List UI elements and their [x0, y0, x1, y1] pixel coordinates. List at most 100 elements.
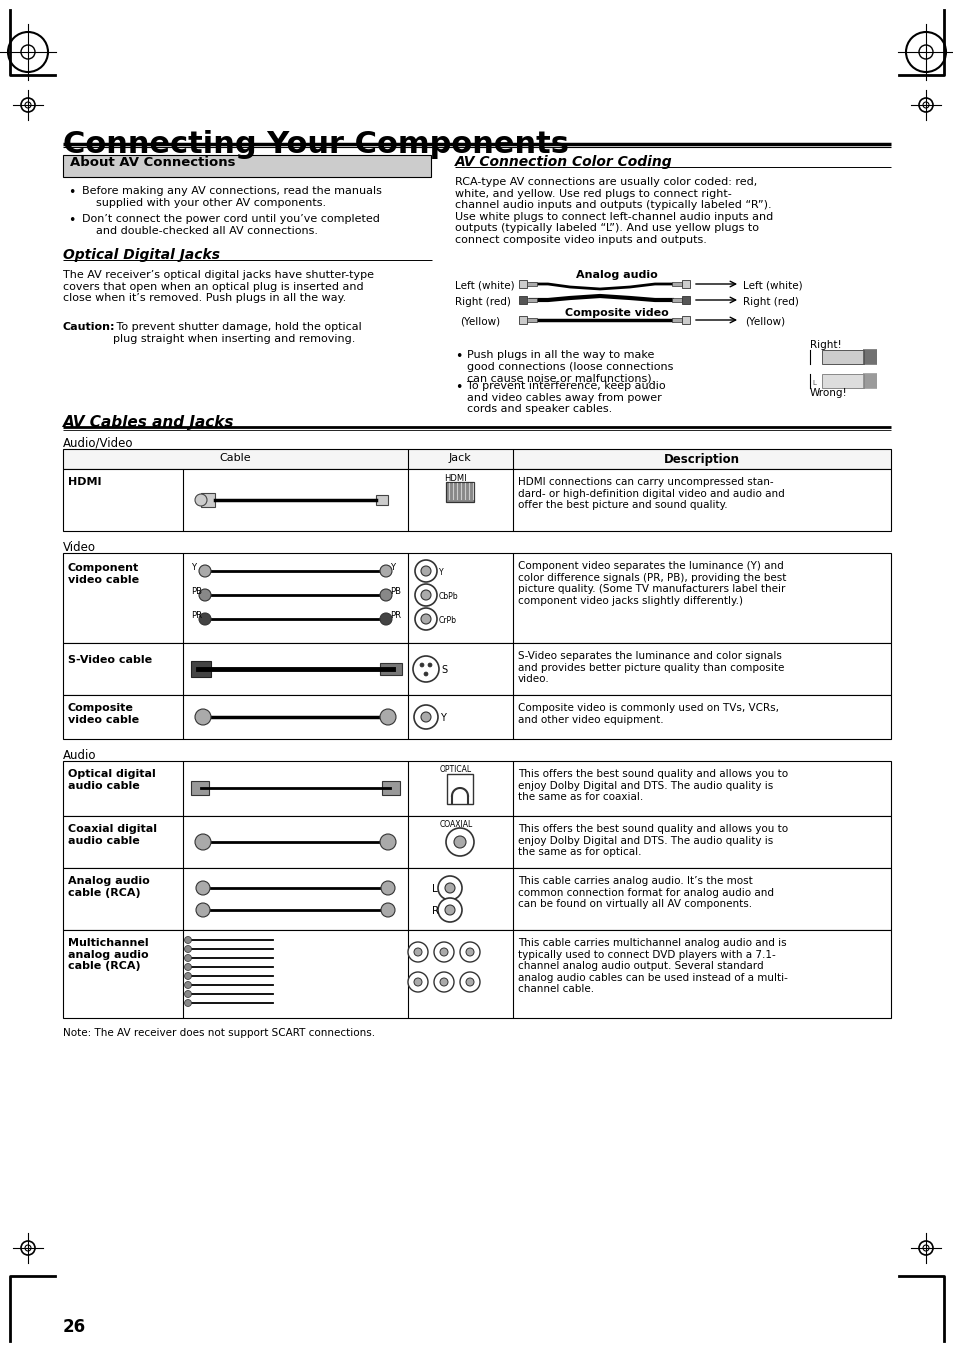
Text: Component video separates the luminance (Y) and
color difference signals (PR, PB: Component video separates the luminance … — [517, 561, 785, 605]
Text: Wrong!: Wrong! — [809, 388, 847, 399]
Text: L: L — [432, 884, 437, 894]
Circle shape — [415, 608, 436, 630]
Bar — [671, 282, 681, 286]
Circle shape — [380, 881, 395, 894]
Bar — [681, 280, 689, 288]
Text: AV Cables and Jacks: AV Cables and Jacks — [63, 415, 234, 430]
Text: AV Connection Color Coding: AV Connection Color Coding — [455, 155, 672, 169]
Circle shape — [414, 705, 437, 730]
Circle shape — [420, 712, 431, 721]
Bar — [191, 661, 211, 677]
Circle shape — [184, 990, 192, 997]
Bar — [518, 316, 526, 324]
Circle shape — [379, 589, 392, 601]
Circle shape — [184, 963, 192, 970]
Circle shape — [420, 566, 431, 576]
Text: To prevent interference, keep audio
and video cables away from power
cords and s: To prevent interference, keep audio and … — [467, 381, 665, 415]
Text: PB: PB — [390, 586, 400, 596]
Text: This cable carries multichannel analog audio and is
typically used to connect DV: This cable carries multichannel analog a… — [517, 938, 787, 994]
Bar — [671, 299, 681, 303]
Circle shape — [413, 657, 438, 682]
Text: (Yellow): (Yellow) — [459, 317, 499, 327]
Text: •: • — [68, 213, 75, 227]
Text: Don’t connect the power cord until you’ve completed
    and double-checked all A: Don’t connect the power cord until you’v… — [82, 213, 379, 235]
Text: (Yellow): (Yellow) — [744, 317, 784, 327]
Text: Right (red): Right (red) — [455, 297, 511, 307]
Circle shape — [420, 613, 431, 624]
Circle shape — [380, 902, 395, 917]
Bar — [63, 643, 890, 694]
Text: Composite video: Composite video — [564, 308, 668, 317]
Circle shape — [465, 948, 474, 957]
Bar — [63, 761, 890, 816]
Bar — [681, 296, 689, 304]
Bar — [447, 774, 473, 804]
Bar — [526, 317, 537, 322]
Text: •: • — [455, 350, 462, 363]
Text: Before making any AV connections, read the manuals
    supplied with your other : Before making any AV connections, read t… — [82, 186, 381, 208]
Circle shape — [379, 834, 395, 850]
Circle shape — [439, 948, 448, 957]
Circle shape — [444, 884, 455, 893]
Text: HDMI connections can carry uncompressed stan-
dard- or high-definition digital v: HDMI connections can carry uncompressed … — [517, 477, 784, 511]
Text: HDMI: HDMI — [443, 474, 466, 484]
Bar — [671, 317, 681, 322]
Circle shape — [184, 946, 192, 952]
Text: CrPb: CrPb — [438, 616, 456, 626]
Bar — [379, 663, 401, 676]
Text: L: L — [811, 380, 815, 386]
Circle shape — [459, 971, 479, 992]
Bar — [63, 469, 890, 531]
Bar — [518, 280, 526, 288]
Bar — [63, 929, 890, 1019]
Circle shape — [408, 971, 428, 992]
Circle shape — [195, 902, 210, 917]
Circle shape — [419, 663, 423, 667]
Text: Analog audio
cable (RCA): Analog audio cable (RCA) — [68, 875, 150, 897]
Bar — [63, 694, 890, 739]
Circle shape — [414, 948, 421, 957]
Circle shape — [379, 565, 392, 577]
Circle shape — [454, 836, 465, 848]
Text: Left (white): Left (white) — [742, 281, 801, 290]
Text: Connecting Your Components: Connecting Your Components — [63, 130, 568, 159]
Circle shape — [184, 1000, 192, 1006]
Text: PB: PB — [191, 586, 202, 596]
Text: The AV receiver’s optical digital jacks have shutter-type
covers that open when : The AV receiver’s optical digital jacks … — [63, 270, 374, 303]
Circle shape — [444, 905, 455, 915]
Circle shape — [195, 881, 210, 894]
Circle shape — [194, 494, 207, 507]
Circle shape — [194, 834, 211, 850]
Bar — [381, 781, 399, 794]
Text: Y: Y — [191, 563, 195, 571]
Circle shape — [459, 942, 479, 962]
Text: Optical Digital Jacks: Optical Digital Jacks — [63, 249, 220, 262]
Text: OPTICAL: OPTICAL — [439, 765, 472, 774]
Bar — [446, 482, 474, 503]
Text: R: R — [432, 907, 438, 916]
Circle shape — [379, 613, 392, 626]
Bar — [526, 282, 537, 286]
Bar — [821, 350, 863, 363]
Text: Audio/Video: Audio/Video — [63, 436, 133, 450]
Bar — [375, 494, 388, 505]
Text: To prevent shutter damage, hold the optical
plug straight when inserting and rem: To prevent shutter damage, hold the opti… — [112, 322, 361, 343]
Text: S-Video cable: S-Video cable — [68, 655, 152, 665]
Circle shape — [415, 584, 436, 607]
Text: Coaxial digital
audio cable: Coaxial digital audio cable — [68, 824, 157, 846]
Text: This offers the best sound quality and allows you to
enjoy Dolby Digital and DTS: This offers the best sound quality and a… — [517, 769, 787, 802]
Circle shape — [428, 663, 432, 667]
Circle shape — [184, 981, 192, 989]
Circle shape — [415, 561, 436, 582]
Text: Analog audio: Analog audio — [576, 270, 658, 280]
Text: PR: PR — [191, 611, 202, 620]
Text: PR: PR — [390, 611, 400, 620]
Text: 26: 26 — [63, 1319, 86, 1336]
Text: •: • — [68, 186, 75, 199]
Text: Note: The AV receiver does not support SCART connections.: Note: The AV receiver does not support S… — [63, 1028, 375, 1038]
Text: Right!: Right! — [809, 340, 841, 350]
Circle shape — [437, 875, 461, 900]
Text: About AV Connections: About AV Connections — [70, 155, 235, 169]
Bar — [681, 316, 689, 324]
Circle shape — [199, 565, 211, 577]
